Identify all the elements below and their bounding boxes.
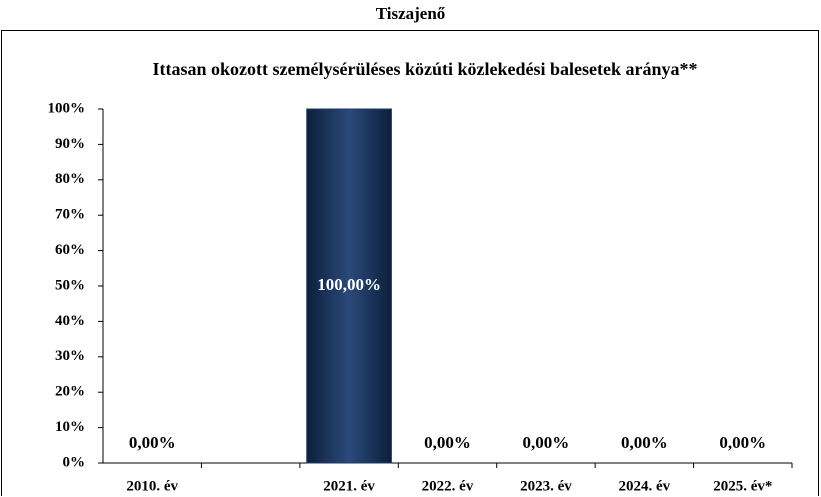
y-tick-label: 70% — [55, 207, 85, 223]
y-tick-label: 40% — [55, 313, 85, 329]
chart-title: Ittasan okozott személysérüléses közúti … — [110, 58, 740, 80]
page: Tiszajenő 0%10%20%30%40%50%60%70%80%90%1… — [0, 0, 821, 497]
y-tick-label: 0% — [63, 454, 86, 470]
value-label: 0,00% — [719, 433, 766, 452]
x-tick-label: 2021. év — [323, 478, 375, 494]
x-tick-label: 2025. év* — [713, 478, 772, 494]
y-tick-label: 100% — [48, 100, 86, 116]
value-label: 0,00% — [621, 433, 668, 452]
y-tick-label: 30% — [55, 348, 85, 364]
value-label: 100,00% — [317, 275, 381, 294]
y-tick-label: 90% — [55, 136, 85, 152]
y-tick-label: 60% — [55, 242, 85, 258]
y-tick-label: 20% — [55, 384, 85, 400]
y-tick-label: 80% — [55, 171, 85, 187]
value-label: 0,00% — [523, 433, 570, 452]
y-tick-label: 10% — [55, 419, 85, 435]
y-tick-label: 50% — [55, 277, 85, 293]
x-tick-label: 2022. év — [422, 478, 474, 494]
value-label: 0,00% — [424, 433, 471, 452]
x-tick-label: 2024. év — [619, 478, 671, 494]
x-tick-label: 2010. év — [126, 478, 178, 494]
x-tick-label: 2023. év — [520, 478, 572, 494]
value-label: 0,00% — [129, 433, 176, 452]
